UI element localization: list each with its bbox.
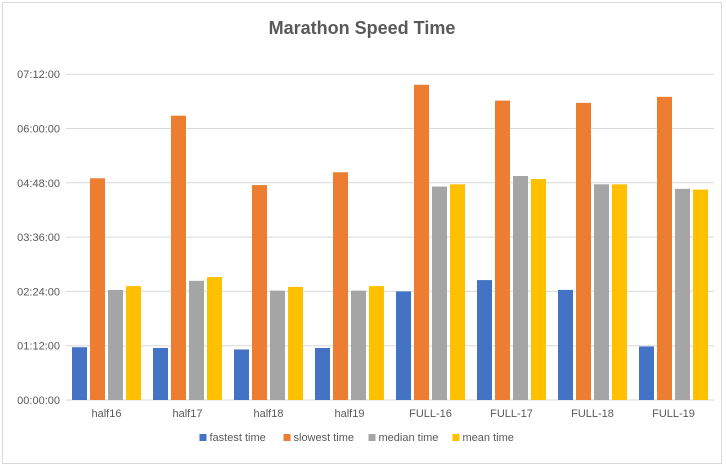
bar-mean-time-FULL-18 <box>612 184 627 400</box>
y-tick-label: 04:48:00 <box>17 178 60 190</box>
bar-median-time-half18 <box>270 290 285 400</box>
x-tick-label: FULL-19 <box>652 408 695 420</box>
bar-mean-time-FULL-19 <box>693 189 708 400</box>
bar-fastest-time-FULL-19 <box>639 346 654 400</box>
bar-median-time-half16 <box>108 289 123 400</box>
bar-median-time-FULL-17 <box>513 176 528 400</box>
legend-swatch-slowest-time <box>283 434 291 441</box>
bar-median-time-half19 <box>351 290 366 400</box>
marathon-chart: Marathon Speed Time 00:00:00 01:12:00 02:2… <box>17 18 714 444</box>
bar-median-time-FULL-16 <box>432 186 447 400</box>
bar-slowest-time-FULL-18 <box>576 102 591 400</box>
x-tick-label: FULL-17 <box>490 408 533 420</box>
y-tick-label: 02:24:00 <box>17 286 60 298</box>
bar-slowest-time-FULL-17 <box>495 100 510 401</box>
bar-mean-time-half18 <box>288 286 303 400</box>
legend-label-mean-time: mean time <box>463 432 514 444</box>
y-axis-tick-labels: 00:00:00 01:12:00 02:24:00 03:36:00 04:48:00… <box>17 69 60 407</box>
legend: fastest time slowest time median time mean … <box>199 432 514 444</box>
y-tick-label: 06:00:00 <box>17 124 60 136</box>
legend-label-fastest-time: fastest time <box>210 432 266 444</box>
x-tick-label: half17 <box>173 408 203 420</box>
y-tick-label: 00:00:00 <box>17 395 60 407</box>
bar-slowest-time-FULL-19 <box>657 96 672 400</box>
bar-slowest-time-half17 <box>171 115 186 400</box>
bar-fastest-time-FULL-16 <box>396 291 411 400</box>
legend-label-median-time: median time <box>379 432 439 444</box>
bar-median-time-FULL-19 <box>675 188 690 400</box>
bar-mean-time-half19 <box>369 286 384 400</box>
bar-mean-time-FULL-17 <box>531 179 546 400</box>
legend-swatch-fastest-time <box>199 434 207 441</box>
x-tick-label: half18 <box>254 408 284 420</box>
bar-median-time-half17 <box>189 280 204 400</box>
bar-fastest-time-half19 <box>315 347 330 400</box>
bars <box>72 84 708 401</box>
y-tick-label: 03:36:00 <box>17 232 60 244</box>
x-tick-label: half16 <box>92 408 122 420</box>
bar-slowest-time-half16 <box>90 178 105 400</box>
bar-fastest-time-FULL-18 <box>558 289 573 400</box>
bar-slowest-time-half18 <box>252 185 267 400</box>
bar-median-time-FULL-18 <box>594 184 609 400</box>
bar-mean-time-half16 <box>126 286 141 400</box>
bar-slowest-time-half19 <box>333 172 348 400</box>
y-tick-label: 01:12:00 <box>17 341 60 353</box>
legend-swatch-mean-time <box>452 434 460 441</box>
legend-label-slowest-time: slowest time <box>294 432 355 444</box>
bar-fastest-time-half17 <box>153 347 168 400</box>
y-tick-label: 07:12:00 <box>17 69 60 81</box>
x-tick-label: FULL-16 <box>409 408 452 420</box>
bar-fastest-time-half16 <box>72 347 87 400</box>
x-axis-tick-labels: half16 half17 half18 half19 FULL-16 FULL-17 FU… <box>92 408 695 420</box>
legend-swatch-median-time <box>368 434 376 441</box>
bar-mean-time-FULL-16 <box>450 184 465 400</box>
bar-slowest-time-FULL-16 <box>414 84 429 400</box>
chart-title: Marathon Speed Time <box>269 18 456 38</box>
chart-frame: Marathon Speed Time 00:00:00 01:12:00 02:2… <box>2 2 722 464</box>
bar-fastest-time-half18 <box>234 349 249 400</box>
x-tick-label: FULL-18 <box>571 408 614 420</box>
bar-mean-time-half17 <box>207 277 222 400</box>
x-tick-label: half19 <box>335 408 365 420</box>
bar-fastest-time-FULL-17 <box>477 280 492 400</box>
